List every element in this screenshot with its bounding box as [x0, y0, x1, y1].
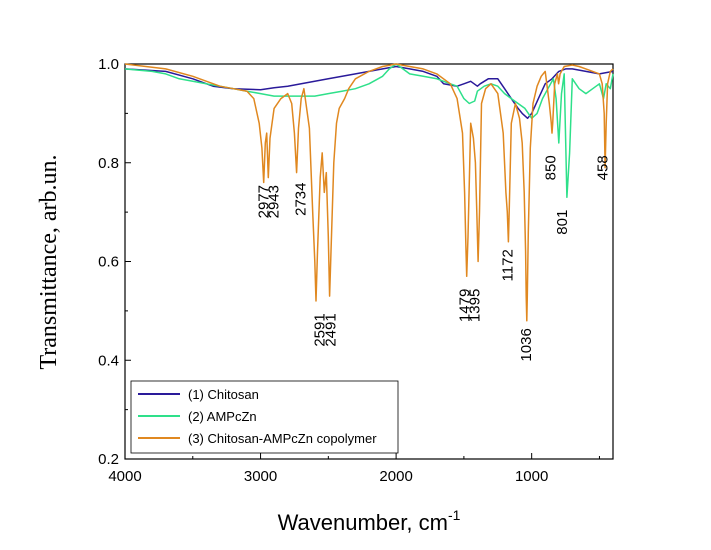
legend: (1) Chitosan (2) AMPcZn (3) Chitosan-AMPcZ…	[130, 380, 399, 454]
x-axis-label: Wavenumber, cm-1	[278, 507, 461, 535]
peak-label: 1172	[500, 249, 517, 281]
series-line-3	[124, 63, 614, 322]
x-tick-label: 1000	[515, 468, 548, 485]
peak-label: 2977	[255, 185, 272, 218]
peak-label: 2734	[293, 183, 310, 216]
x-axis-label-superscript: -1	[448, 507, 461, 523]
y-ticks: 0.2 0.4 0.6 0.8 1.0	[98, 56, 131, 468]
x-axis-label-main: Wavenumber, cm	[278, 510, 448, 535]
series-line-2	[124, 63, 614, 199]
y-tick-label: 1.0	[98, 56, 119, 73]
legend-label-3: (3) Chitosan-AMPcZn copolymer	[188, 431, 377, 446]
peak-label: 1036	[518, 328, 535, 361]
y-tick-label: 0.2	[98, 451, 119, 468]
peak-label: 801	[554, 210, 571, 235]
y-tick-label: 0.8	[98, 155, 119, 172]
x-ticks: 4000 3000 2000 1000	[108, 453, 600, 485]
peak-label: 458	[594, 155, 611, 180]
series-layer	[124, 63, 614, 322]
y-tick-label: 0.6	[98, 254, 119, 271]
peak-label: 2491	[322, 313, 339, 346]
x-tick-label: 2000	[379, 468, 412, 485]
x-tick-label: 3000	[244, 468, 277, 485]
legend-label-1: (1) Chitosan	[188, 387, 259, 402]
x-tick-label: 4000	[108, 468, 141, 485]
legend-label-2: (2) AMPcZn	[188, 409, 257, 424]
series-line-1	[124, 65, 614, 120]
peak-label: 2943	[265, 185, 282, 218]
peak-label: 1479	[457, 289, 474, 322]
peak-label: 2591	[312, 313, 329, 346]
peak-label: 1395	[467, 289, 484, 322]
y-axis-label: Transmittance, arb.un.	[36, 154, 62, 369]
y-tick-label: 0.4	[98, 352, 119, 369]
peak-label: 850	[543, 155, 560, 180]
